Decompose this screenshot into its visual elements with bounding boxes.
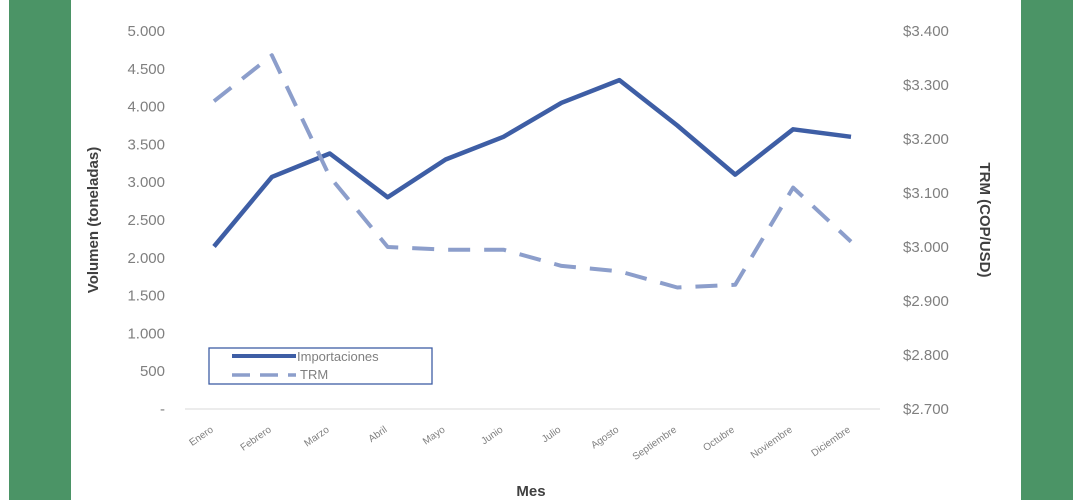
legend-label-importaciones: Importaciones bbox=[297, 349, 379, 364]
x-tick-label: Junio bbox=[479, 424, 505, 447]
right-green-border bbox=[1021, 0, 1073, 500]
y2-tick-label: $3.400 bbox=[903, 23, 949, 40]
x-tick-label: Octubre bbox=[701, 424, 737, 454]
y-tick-label: 4.000 bbox=[127, 99, 165, 116]
y-tick-label: 3.000 bbox=[127, 174, 165, 191]
legend-label-trm: TRM bbox=[300, 367, 328, 382]
y2-tick-label: $3.000 bbox=[903, 239, 949, 256]
x-tick-label: Noviembre bbox=[749, 424, 795, 461]
y-tick-label: 2.500 bbox=[127, 212, 165, 229]
y-tick-label: 5.000 bbox=[127, 23, 165, 40]
x-tick-label: Marzo bbox=[302, 424, 331, 449]
y-tick-label: 500 bbox=[140, 363, 165, 380]
x-tick-label: Agosto bbox=[589, 424, 621, 451]
series-line-importaciones bbox=[212, 77, 852, 248]
x-axis-ticks: Enero Febrero Marzo Abril Mayo Junio Julio Agos… bbox=[188, 424, 854, 463]
y-tick-label: 1.500 bbox=[127, 288, 165, 305]
series-line-trm bbox=[212, 53, 853, 290]
y2-axis-ticks: $2.700 $2.800 $2.900 $3.000 $3.100 $3.200 $3.3… bbox=[903, 23, 949, 418]
y-tick-label: 3.500 bbox=[127, 136, 165, 153]
x-tick-label: Mayo bbox=[421, 424, 448, 447]
x-tick-label: Julio bbox=[540, 424, 564, 445]
y2-tick-label: $3.200 bbox=[903, 131, 949, 148]
series-layer bbox=[212, 53, 853, 290]
y-tick-label: 4.500 bbox=[127, 61, 165, 78]
x-tick-label: Enero bbox=[188, 424, 217, 449]
x-axis-title: Mes bbox=[516, 483, 545, 500]
y-axis-title: Volumen (toneladas) bbox=[85, 147, 102, 293]
y2-tick-label: $3.300 bbox=[903, 77, 949, 94]
y2-axis-title: TRM (COP/USD) bbox=[976, 163, 993, 278]
legend: Importaciones TRM bbox=[208, 347, 433, 385]
x-tick-label: Febrero bbox=[239, 424, 274, 453]
left-green-border bbox=[9, 0, 71, 500]
y2-tick-label: $2.900 bbox=[903, 293, 949, 310]
y-tick-label: 2.000 bbox=[127, 250, 165, 267]
y-axis-ticks: - 500 1.000 1.500 2.000 2.500 3.000 3.500 4.000 4… bbox=[127, 23, 165, 418]
x-tick-label: Abril bbox=[367, 424, 390, 444]
x-tick-label: Diciembre bbox=[810, 424, 854, 459]
y2-tick-label: $2.700 bbox=[903, 401, 949, 418]
x-tick-label: Septiembre bbox=[631, 424, 680, 463]
legend-box bbox=[208, 347, 433, 385]
y2-tick-label: $3.100 bbox=[903, 185, 949, 202]
y2-tick-label: $2.800 bbox=[903, 347, 949, 364]
y-tick-label: - bbox=[160, 401, 165, 418]
y-tick-label: 1.000 bbox=[127, 325, 165, 342]
